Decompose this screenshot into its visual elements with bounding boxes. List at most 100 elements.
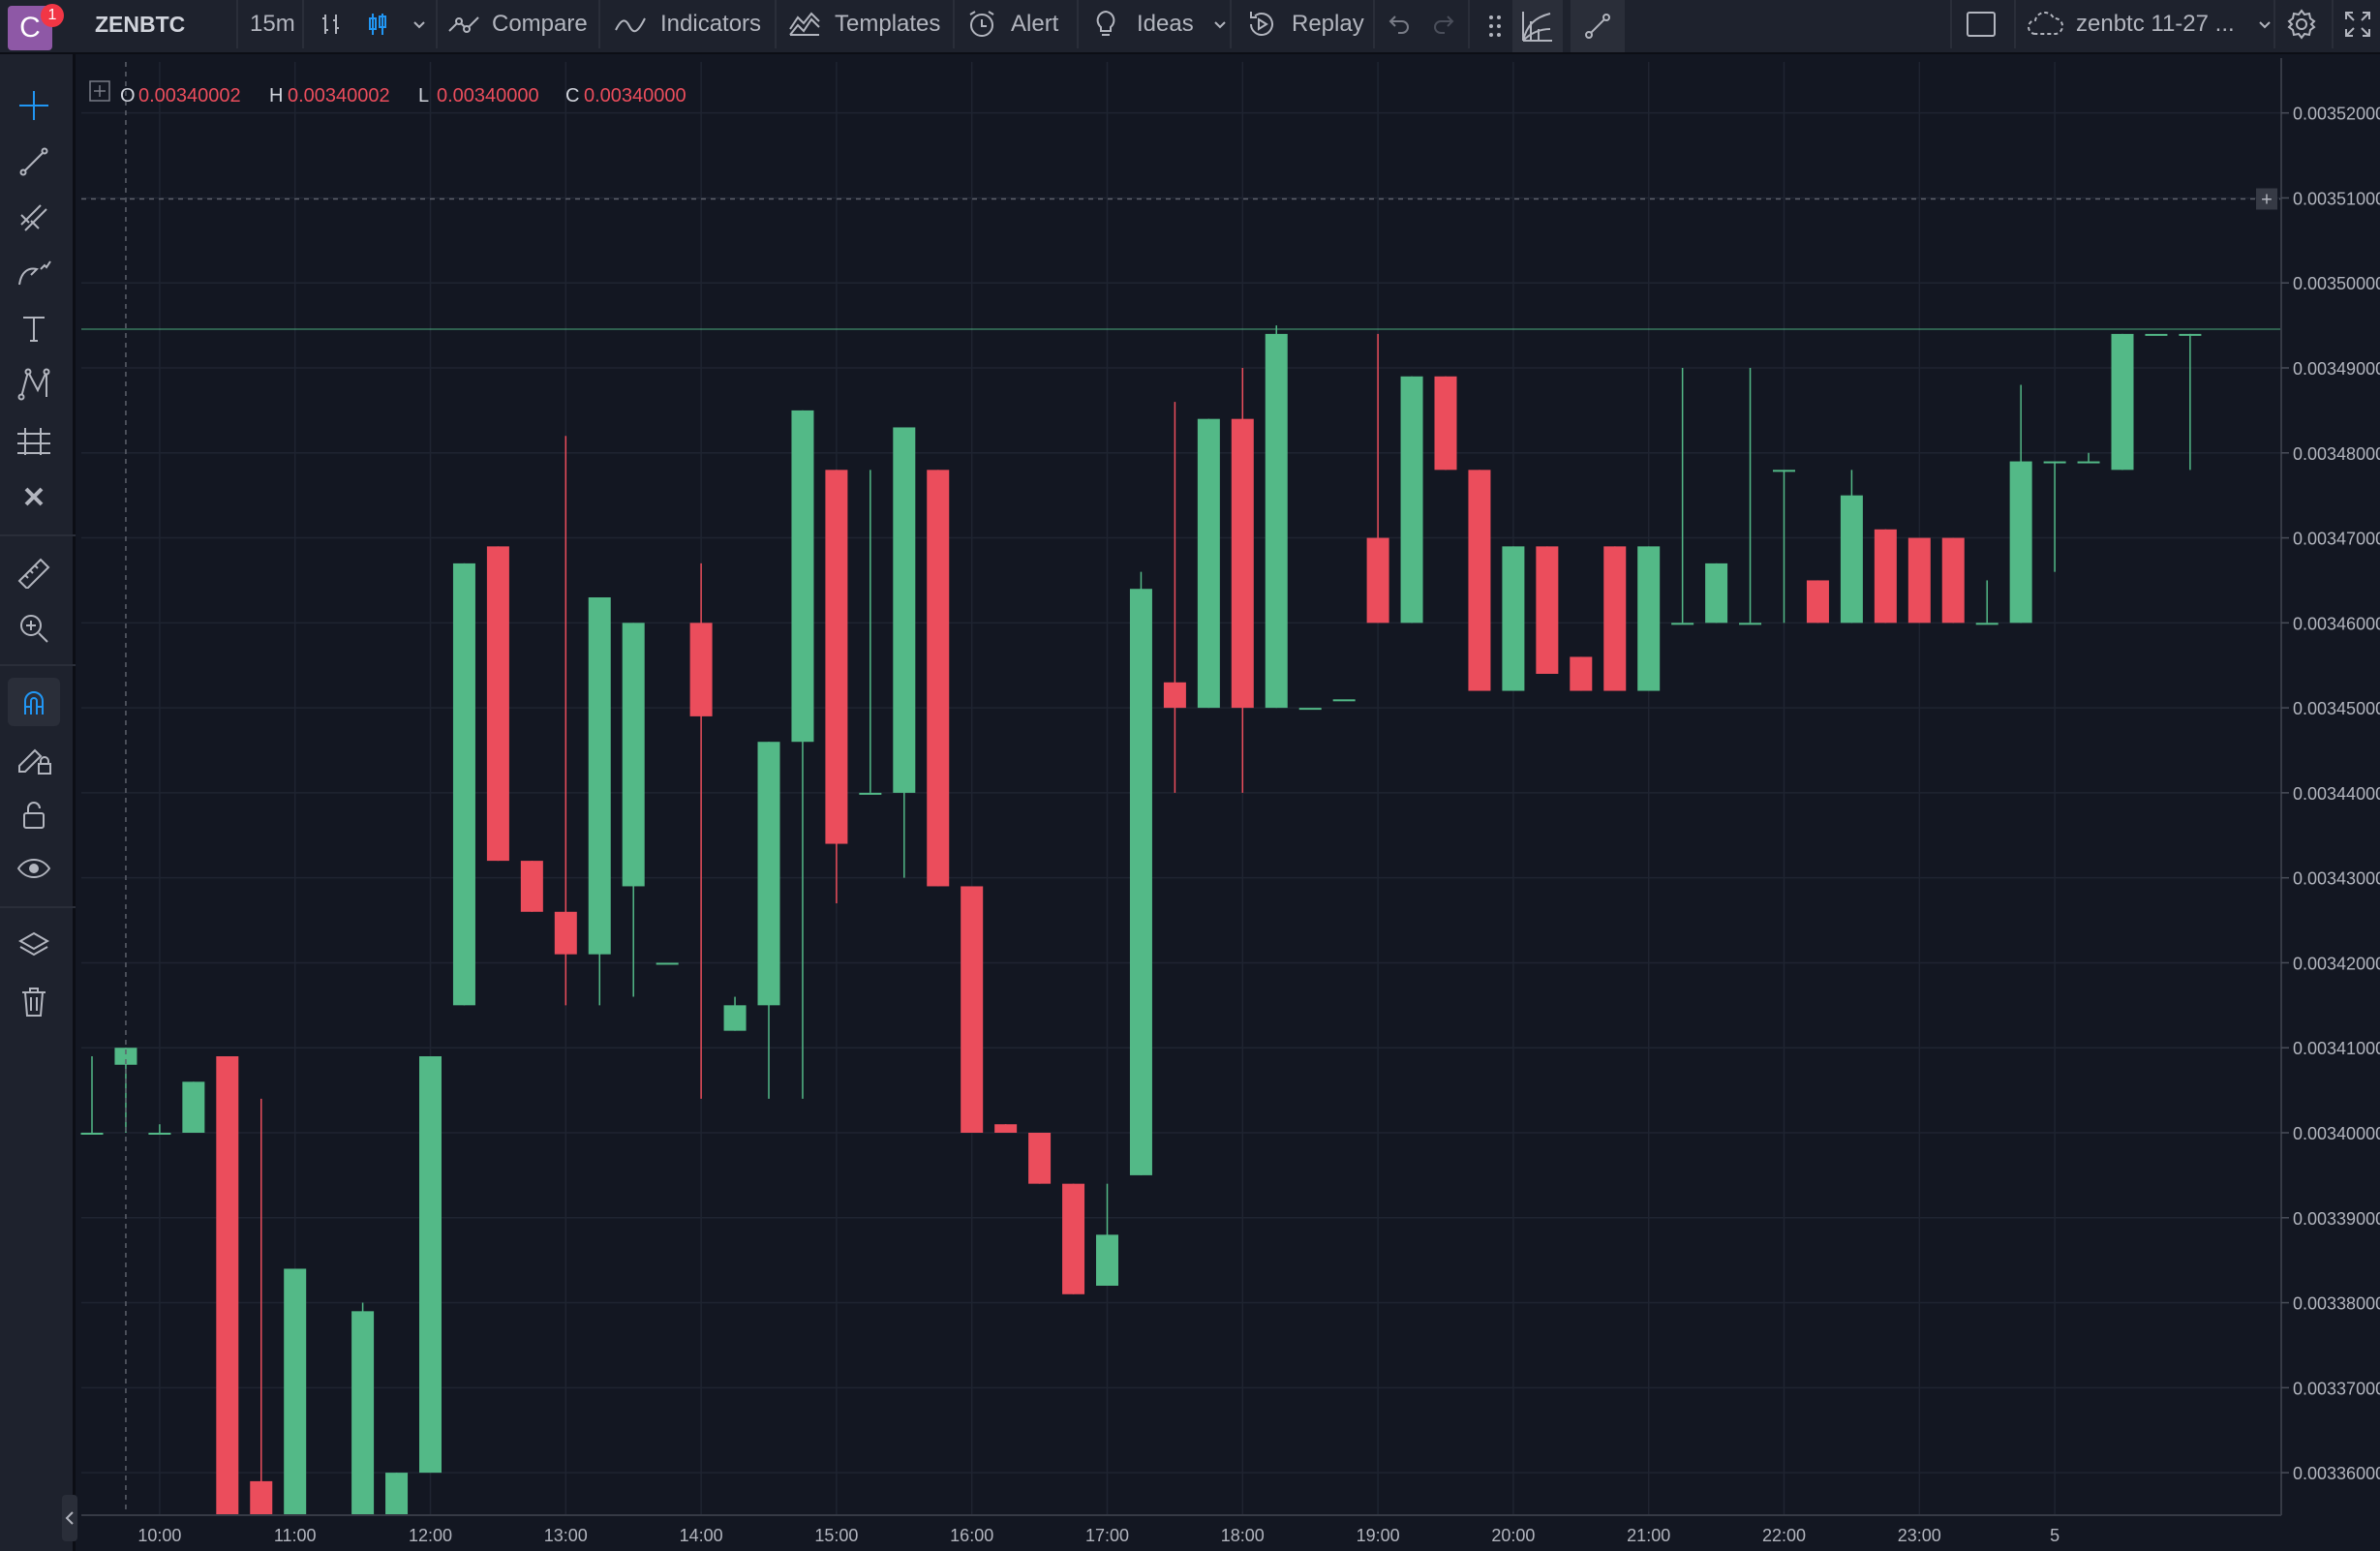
time-tick-label: 5 bbox=[2050, 1526, 2060, 1545]
text-tool[interactable] bbox=[8, 304, 60, 352]
candle-body bbox=[1265, 333, 1288, 709]
time-tick-label: 13:00 bbox=[544, 1526, 588, 1545]
candle-body bbox=[1907, 537, 1931, 623]
alert-button[interactable]: Alert bbox=[966, 0, 1058, 48]
interval-button[interactable]: 15m bbox=[250, 0, 295, 48]
replay-label: Replay bbox=[1292, 11, 1364, 37]
indicators-button[interactable]: Indicators bbox=[614, 0, 761, 48]
top-toolbar: C 1 ZENBTC 15m Compare Indicators bbox=[0, 0, 2380, 54]
legend-value: 0.00340002 bbox=[138, 85, 241, 106]
zoom-in-tool[interactable] bbox=[8, 604, 60, 653]
layers-icon bbox=[17, 931, 50, 957]
candle-body bbox=[1637, 546, 1661, 691]
trend-line-tool[interactable] bbox=[8, 137, 60, 186]
remove-drawings-tool[interactable] bbox=[8, 472, 60, 521]
chart-style-dropdown[interactable] bbox=[411, 0, 428, 48]
candle-body bbox=[791, 410, 814, 743]
time-tick-label: 12:00 bbox=[409, 1526, 452, 1545]
candle-body bbox=[554, 911, 577, 955]
price-tick-label: 0.00344000 bbox=[2293, 784, 2380, 804]
indicators-label: Indicators bbox=[660, 11, 762, 37]
delete-tool[interactable] bbox=[8, 978, 60, 1026]
candle-body bbox=[1705, 563, 1728, 623]
time-tick-label: 21:00 bbox=[1627, 1526, 1670, 1545]
ohlc-legend: O 0.00340002 H 0.00340002 L 0.00340000 C 0.0034… bbox=[89, 80, 687, 106]
drawing-bar-handle[interactable] bbox=[1480, 0, 1510, 52]
fib-tool-button[interactable] bbox=[1512, 0, 1563, 52]
candle-body bbox=[1163, 682, 1186, 709]
trash-icon bbox=[22, 988, 46, 1017]
lock-all-tool[interactable] bbox=[8, 790, 60, 838]
compare-label: Compare bbox=[492, 11, 588, 37]
candle-body bbox=[588, 597, 611, 955]
brush-tool[interactable] bbox=[8, 248, 60, 296]
compare-icon bbox=[448, 16, 479, 33]
alert-label: Alert bbox=[1011, 11, 1059, 37]
bar-style-button[interactable] bbox=[318, 0, 345, 48]
price-tick-label: 0.00345000 bbox=[2293, 699, 2380, 718]
settings-button[interactable] bbox=[2285, 0, 2318, 48]
prediction-tool[interactable] bbox=[8, 416, 60, 465]
lock-drawing-tool[interactable] bbox=[8, 734, 60, 782]
lock-drawing-icon bbox=[18, 748, 51, 775]
trend-line-icon bbox=[19, 147, 48, 176]
candle-body bbox=[1028, 1133, 1052, 1184]
candle-body bbox=[656, 962, 679, 965]
symbol-search[interactable]: ZENBTC bbox=[95, 0, 185, 48]
magnet-tool[interactable] bbox=[8, 678, 60, 726]
redo-button[interactable] bbox=[1431, 0, 1456, 48]
candle-body bbox=[114, 1048, 137, 1065]
remove-icon bbox=[24, 487, 44, 506]
price-tick-label: 0.00350000 bbox=[2293, 274, 2380, 293]
candle-style-button[interactable] bbox=[364, 0, 391, 48]
trend-tool-button[interactable] bbox=[1571, 0, 1625, 52]
legend-value: 0.00340000 bbox=[584, 85, 687, 106]
object-tree-tool[interactable] bbox=[8, 922, 60, 970]
collapse-toolbar-button[interactable] bbox=[62, 1495, 77, 1541]
candle-body bbox=[2145, 333, 2168, 336]
candle-body bbox=[1840, 495, 1863, 623]
replay-button[interactable]: Replay bbox=[1245, 0, 1364, 48]
templates-button[interactable]: Templates bbox=[788, 0, 940, 48]
crosshair-plus-button bbox=[2256, 188, 2277, 210]
pitchfork-tool[interactable] bbox=[8, 194, 60, 242]
hide-drawings-tool[interactable] bbox=[8, 844, 60, 893]
fib-icon bbox=[1522, 12, 1552, 42]
pattern-icon bbox=[17, 368, 50, 401]
candle-body bbox=[1434, 376, 1457, 471]
compare-button[interactable]: Compare bbox=[447, 0, 588, 48]
unlock-icon bbox=[23, 802, 45, 829]
candle-style-icon bbox=[369, 14, 386, 35]
saved-layout-button[interactable]: zenbtc 11-27 ... bbox=[2026, 0, 2273, 48]
fullscreen-button[interactable] bbox=[2343, 0, 2372, 48]
undo-button[interactable] bbox=[1387, 0, 1412, 48]
crosshair-tool[interactable] bbox=[8, 81, 60, 130]
price-tick-label: 0.00343000 bbox=[2293, 869, 2380, 889]
candle-body bbox=[216, 1056, 239, 1541]
price-tick-label: 0.00348000 bbox=[2293, 444, 2380, 464]
bar-style-icon bbox=[322, 15, 339, 34]
layout-select-button[interactable] bbox=[1966, 0, 1997, 48]
time-tick-label: 10:00 bbox=[137, 1526, 181, 1545]
indicators-icon bbox=[615, 17, 646, 33]
price-tick-label: 0.00339000 bbox=[2293, 1209, 2380, 1229]
pattern-tool[interactable] bbox=[8, 360, 60, 409]
candle-body bbox=[1129, 589, 1152, 1175]
undo-icon bbox=[1388, 15, 1409, 34]
price-tick-label: 0.00351000 bbox=[2293, 189, 2380, 208]
candle-body bbox=[1197, 418, 1220, 709]
ideas-button[interactable]: Ideas bbox=[1092, 0, 1229, 48]
candle-body bbox=[927, 470, 950, 887]
candle-body bbox=[284, 1268, 307, 1550]
notification-badge: 1 bbox=[41, 4, 64, 27]
ruler-icon bbox=[17, 558, 50, 589]
ruler-tool[interactable] bbox=[8, 548, 60, 596]
candle-body bbox=[893, 427, 916, 793]
candle-body bbox=[1874, 529, 1897, 623]
single-layout-icon bbox=[1967, 12, 1996, 37]
price-tick-label: 0.00346000 bbox=[2293, 614, 2380, 633]
notification-count: 1 bbox=[47, 7, 57, 23]
candle-body bbox=[351, 1311, 375, 1551]
